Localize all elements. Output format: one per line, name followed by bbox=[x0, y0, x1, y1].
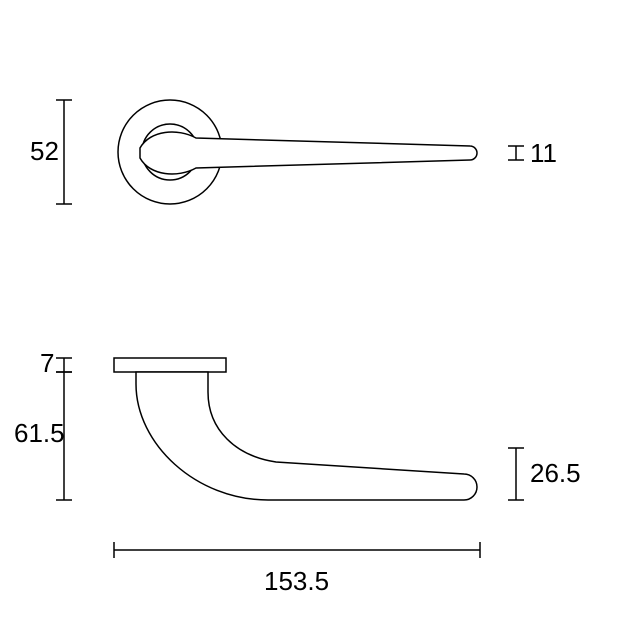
dim-11-label: 11 bbox=[530, 138, 557, 168]
rose-plate bbox=[114, 358, 226, 372]
dim-265: 26.5 bbox=[508, 448, 581, 500]
dim-1535-label: 153.5 bbox=[264, 566, 329, 596]
dim-52-label: 52 bbox=[30, 136, 59, 166]
dim-265-label: 26.5 bbox=[530, 458, 581, 488]
dim-11: 11 bbox=[508, 138, 557, 168]
top-view bbox=[118, 100, 477, 204]
lever-side bbox=[136, 372, 477, 500]
dimensions: 52 11 7 61.5 26.5 bbox=[14, 100, 581, 596]
dim-615-label: 61.5 bbox=[14, 418, 65, 448]
lever-top bbox=[140, 132, 477, 174]
dim-1535: 153.5 bbox=[114, 542, 480, 596]
technical-drawing: 52 11 7 61.5 26.5 bbox=[0, 0, 640, 640]
dim-7-label: 7 bbox=[40, 348, 54, 378]
dim-7: 7 bbox=[40, 348, 72, 378]
dim-615: 61.5 bbox=[14, 372, 72, 500]
side-view bbox=[114, 358, 477, 500]
dim-52: 52 bbox=[30, 100, 72, 204]
